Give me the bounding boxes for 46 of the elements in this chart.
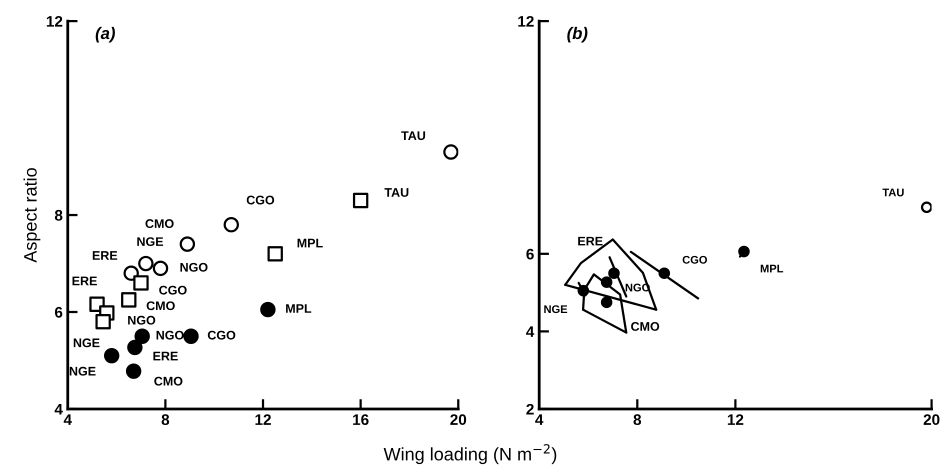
annotation: MPL (760, 264, 784, 272)
y-tick-label: 6 (526, 248, 534, 260)
y-tick-label: 6 (54, 306, 62, 318)
annotation: CGO (682, 256, 708, 264)
y-tick-label: 12 (518, 16, 534, 27)
y-tick-label: 4 (54, 404, 63, 415)
annotation: NGO (180, 262, 208, 272)
y-tick-label: 8 (54, 210, 62, 221)
x-tick-label: 8 (634, 414, 642, 426)
x-tick-label: 12 (255, 414, 271, 425)
annotation: CMO (146, 301, 175, 310)
x-tick-label: 16 (353, 414, 369, 426)
annotation: ERE (153, 352, 178, 360)
x-tick-label: 4 (64, 414, 72, 425)
x-tick-label: 4 (535, 414, 544, 425)
annotation: CMO (631, 322, 660, 331)
annotation: TAU (401, 131, 426, 140)
annotation: ERE (578, 236, 603, 246)
annotation: NGO (156, 330, 184, 340)
annotation: ERE (72, 276, 97, 286)
x-tick-label: 12 (728, 414, 744, 425)
x-tick-label: 20 (924, 414, 940, 426)
y-tick-label: 12 (46, 16, 62, 27)
annotation: MPL (298, 238, 323, 248)
chart-title: (b) (567, 26, 588, 42)
y-tick-label: 2 (526, 404, 534, 415)
annotation: ERE (92, 251, 118, 260)
y-axis-title: Aspect ratio (24, 168, 40, 263)
x-axis-title: Wing loading (N m$^{−2}$) (384, 444, 556, 464)
x-tick-label: 20 (450, 414, 466, 426)
annotation: CGO (208, 330, 236, 340)
annotation: NGE (74, 338, 100, 348)
annotation: CGO (159, 286, 187, 295)
annotation: NGE (137, 237, 164, 246)
y-tick-label: 4 (526, 326, 534, 337)
annotation: MPL (286, 304, 312, 313)
annotation: NGE (544, 305, 568, 314)
annotation: CMO (146, 219, 174, 228)
chart-title: (a) (96, 26, 115, 42)
annotation: TAU (384, 188, 408, 197)
annotation: CGO (246, 196, 274, 204)
annotation: NGO (128, 316, 156, 325)
x-tick-label: 8 (162, 414, 170, 426)
annotation: NGE (70, 366, 96, 376)
annotation: TAU (882, 188, 904, 196)
annotation: CMO (154, 376, 182, 386)
